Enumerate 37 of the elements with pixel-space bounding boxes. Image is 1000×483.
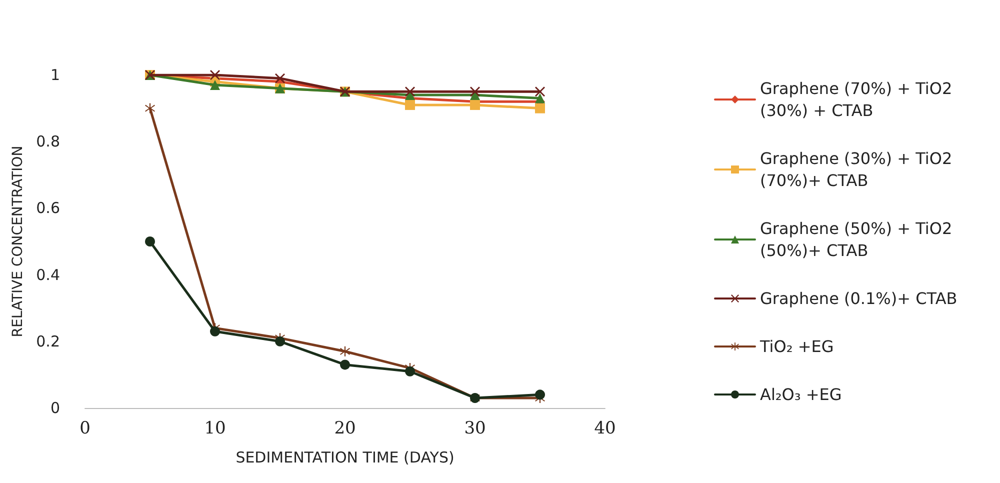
point	[210, 80, 220, 90]
y-axis-title: RELATIVE CONCENTRATION	[10, 146, 26, 338]
y-tick-label: 1	[50, 66, 60, 84]
legend-label: TiO₂ +EG	[759, 337, 834, 356]
y-tick-label: 0	[50, 399, 60, 417]
legend-label: Graphene (0.1%)+ CTAB	[760, 289, 958, 308]
x-tick-label: 40	[594, 418, 616, 438]
point	[340, 346, 350, 356]
x-tick-label: 30	[464, 418, 486, 438]
point	[210, 326, 220, 336]
point	[535, 93, 545, 104]
legend-label: Graphene (30%) + TiO2 (70%)+ CTAB	[760, 149, 958, 190]
point	[275, 73, 285, 84]
y-tick-label: 0.6	[36, 199, 60, 218]
point	[340, 360, 350, 370]
point	[275, 336, 285, 346]
point	[405, 86, 415, 97]
x-tick-label: 0	[80, 418, 90, 438]
point	[535, 86, 545, 97]
point	[470, 86, 480, 97]
legend-label: Al₂O₃ +EG	[760, 385, 842, 404]
point	[145, 236, 155, 246]
point	[405, 100, 415, 110]
point	[210, 70, 220, 80]
y-tick-label: 0.2	[36, 332, 60, 350]
legend-label: Graphene (50%) + TiO2 (50%)+ CTAB	[760, 219, 958, 260]
x-tick-label: 10	[204, 418, 226, 438]
legend-label: Graphene (70%) + TiO2 (30%) + CTAB	[760, 79, 958, 120]
point	[145, 103, 155, 114]
x-tick-label: 20	[334, 418, 356, 438]
point	[535, 390, 545, 400]
point	[470, 100, 480, 110]
y-tick-label: 0.8	[36, 132, 60, 151]
x-axis-title: SEDIMENTATION TIME (DAYS)	[236, 448, 454, 466]
point	[535, 103, 545, 114]
point	[405, 366, 415, 376]
y-tick-label: 0.4	[36, 266, 60, 284]
